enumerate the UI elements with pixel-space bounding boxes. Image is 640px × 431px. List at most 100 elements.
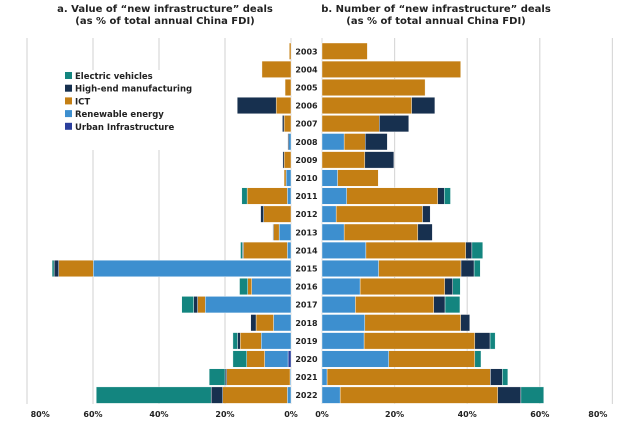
left-x-tick-label: 40%	[149, 410, 168, 419]
right-bar-2015-ict	[378, 260, 462, 277]
left-bar-2006-ict	[275, 97, 292, 115]
year-label: 2013	[295, 228, 317, 237]
year-label: 2020	[295, 355, 318, 364]
right-bar-2011-electric-vehicles	[444, 187, 451, 205]
right-x-tick-label: 40%	[458, 410, 477, 419]
right-bar-2003-ict	[321, 42, 368, 60]
labels: a. Value of “new infrastructure” deals (…	[31, 4, 608, 419]
right-bar-2012-ict	[335, 205, 423, 223]
left-bar-2016-renewable-energy	[251, 278, 292, 295]
left-bar-2005-ict	[284, 78, 292, 96]
left-bar-2014-electric-vehicles	[240, 241, 243, 259]
legend-label: ICT	[75, 97, 90, 107]
left-x-tick-label: 80%	[31, 410, 50, 419]
right-bar-2018-renewable-energy	[321, 314, 366, 332]
year-label: 2003	[295, 47, 317, 56]
left-bar-2019-electric-vehicles	[232, 332, 238, 350]
left-bar-2012-ict	[263, 205, 292, 223]
right-bar-2022-renewable-energy	[321, 386, 341, 404]
right-bar-2007-ict	[321, 115, 380, 133]
left-bar-2006-high-end-manufacturing	[237, 97, 277, 115]
left-bar-2015-electric-vehicles	[51, 260, 55, 277]
left-bar-2020-electric-vehicles	[232, 350, 247, 368]
right-x-tick-label: 0%	[315, 410, 329, 419]
right-bar-2011-renewable-energy	[321, 187, 347, 205]
left-chart-title: a. Value of “new infrastructure” deals	[57, 4, 273, 15]
right-bar-2013-ict	[343, 223, 419, 241]
year-label: 2022	[295, 391, 317, 400]
left-bar-2020-renewable-energy	[264, 350, 289, 368]
left-bar-2013-high-end-manufacturing	[272, 223, 274, 241]
legend-swatch	[65, 84, 72, 92]
right-bar-2021-renewable-energy	[321, 368, 328, 386]
left-bar-2017-high-end-manufacturing	[193, 296, 198, 314]
legend-label: Electric vehicles	[75, 72, 153, 82]
year-label: 2010	[295, 174, 318, 183]
right-bar-2011-high-end-manufacturing	[437, 187, 445, 205]
left-bar-2008-renewable-energy	[288, 133, 292, 151]
right-bar-2007-high-end-manufacturing	[379, 115, 409, 133]
left-bar-2018-ict	[255, 314, 274, 332]
left-bar-2014-renewable-energy	[287, 241, 292, 259]
left-bar-2007-high-end-manufacturing	[282, 115, 285, 133]
right-bar-2021-ict	[326, 368, 491, 386]
left-bar-2022-ict	[222, 386, 288, 404]
left-bar-2010-ict	[283, 169, 287, 187]
left-bar-2011-ict	[246, 187, 288, 205]
right-bar-2014-renewable-energy	[321, 241, 367, 259]
year-label: 2015	[295, 264, 318, 273]
left-bar-2021-ict	[226, 368, 291, 386]
left-x-tick-label: 60%	[83, 410, 102, 419]
right-bar-2019-high-end-manufacturing	[474, 332, 491, 350]
right-bar-2022-high-end-manufacturing	[497, 386, 522, 404]
right-bar-2021-electric-vehicles	[502, 368, 509, 386]
right-bar-2004-ict	[321, 60, 461, 78]
right-bar-2015-high-end-manufacturing	[460, 260, 475, 277]
right-bar-2014-high-end-manufacturing	[465, 241, 473, 259]
right-bar-2015-electric-vehicles	[473, 260, 481, 277]
left-bar-2015-renewable-energy	[93, 260, 292, 277]
legend-swatch	[65, 72, 72, 79]
legend-label: Urban Infrastructure	[75, 123, 174, 133]
right-x-tick-label: 60%	[530, 410, 549, 419]
left-bar-2009-high-end-manufacturing	[282, 151, 285, 169]
legend-background	[55, 70, 195, 150]
left-bar-2017-electric-vehicles	[181, 296, 194, 314]
left-bar-2016-ict	[247, 278, 252, 295]
right-bar-2020-ict	[388, 350, 476, 368]
right-bar-2009-high-end-manufacturing	[364, 151, 395, 169]
left-x-tick-label: 0%	[284, 410, 298, 419]
year-label: 2011	[295, 192, 318, 201]
legend-swatch	[65, 110, 72, 118]
right-bar-2010-renewable-energy	[321, 169, 338, 187]
right-bar-2020-renewable-energy	[321, 350, 389, 368]
left-bar-2022-renewable-energy	[287, 386, 292, 404]
left-bar-2010-renewable-energy	[285, 169, 292, 187]
right-bar-2016-high-end-manufacturing	[444, 278, 453, 295]
right-bar-2022-electric-vehicles	[520, 386, 544, 404]
right-x-tick-label: 80%	[588, 410, 607, 419]
left-bar-2018-renewable-energy	[273, 314, 292, 332]
left-bar-2013-ict	[273, 223, 280, 241]
left-bar-2017-renewable-energy	[204, 296, 292, 314]
left-bar-2022-electric-vehicles	[96, 386, 212, 404]
bars	[51, 42, 544, 404]
right-bar-2014-electric-vehicles	[471, 241, 484, 259]
year-label: 2005	[295, 83, 318, 92]
year-label: 2017	[295, 301, 317, 310]
right-bar-2017-electric-vehicles	[444, 296, 461, 314]
legend-label: Renewable energy	[75, 110, 164, 120]
right-bar-2012-renewable-energy	[321, 205, 337, 223]
left-bar-2011-electric-vehicles	[241, 187, 248, 205]
left-bar-2015-ict	[58, 260, 94, 277]
right-bar-2018-high-end-manufacturing	[460, 314, 470, 332]
right-bar-2008-renewable-energy	[321, 133, 345, 151]
left-bar-2019-ict	[239, 332, 262, 350]
right-bar-2017-high-end-manufacturing	[433, 296, 446, 314]
year-label: 2014	[295, 246, 318, 255]
right-bar-2020-electric-vehicles	[474, 350, 482, 368]
year-label: 2007	[295, 120, 317, 129]
right-bar-2015-renewable-energy	[321, 260, 379, 277]
year-label: 2004	[295, 65, 318, 74]
right-bar-2018-ict	[364, 314, 461, 332]
